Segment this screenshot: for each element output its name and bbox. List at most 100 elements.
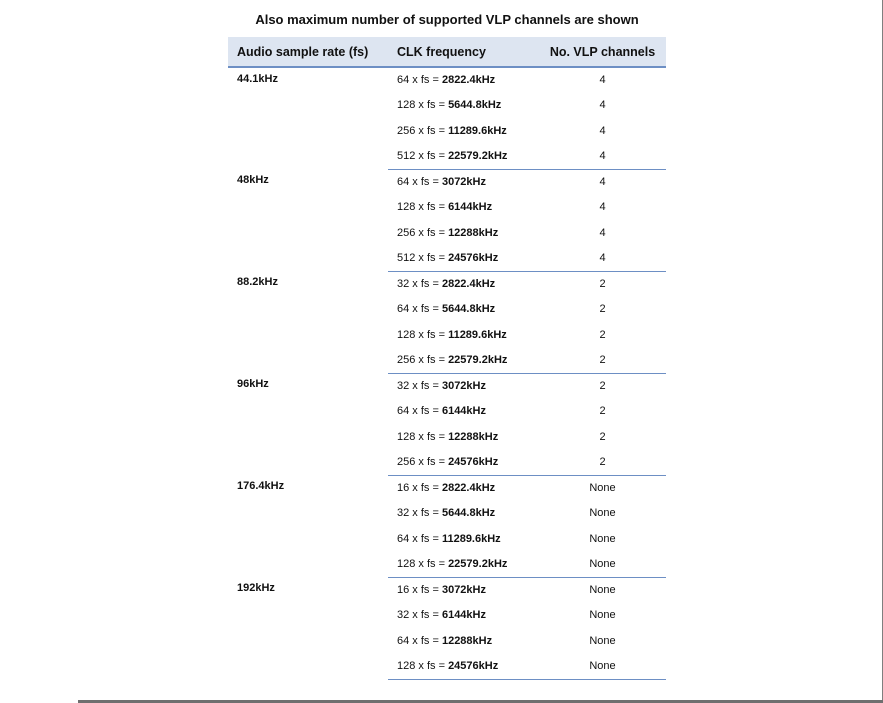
clk-frequency-value: 5644.8kHz	[448, 99, 502, 112]
vlp-channels-cell: 2	[599, 328, 606, 341]
clk-multiplier: 16 x fs =	[397, 584, 442, 596]
clk-frequency-cell: 128 x fs = 11289.6kHz	[388, 322, 539, 348]
clk-frequency-cell: 128 x fs = 6144kHz	[388, 195, 539, 221]
clk-frequency-cell: 64 x fs = 6144kHz	[388, 399, 539, 425]
clk-frequency-cell: 16 x fs = 2822.4kHz	[388, 475, 539, 501]
clk-frequency-value: 12288kHz	[448, 226, 499, 239]
clk-frequency-cell: 512 x fs = 24576kHz	[388, 245, 539, 272]
clk-frequency-cell: 512 x fs = 22579.2kHz	[388, 143, 539, 170]
clk-multiplier: 256 x fs =	[397, 226, 449, 239]
clk-frequency-cell: 64 x fs = 12288kHz	[388, 628, 539, 654]
table-row: 32 x fs = 6144kHz None	[228, 603, 666, 629]
table-row: 96kHz 32 x fs = 3072kHz 2	[228, 373, 666, 399]
clk-frequency-value: 24576kHz	[448, 252, 499, 264]
clk-multiplier: 64 x fs =	[397, 303, 442, 316]
clk-multiplier: 256 x fs =	[397, 354, 449, 366]
clk-multiplier: 256 x fs =	[397, 456, 449, 468]
vlp-channels-cell: None	[589, 532, 616, 545]
clk-frequency-cell: 256 x fs = 24576kHz	[388, 449, 539, 476]
table-header-row: Audio sample rate (fs) CLK frequency No.…	[228, 37, 666, 68]
clk-multiplier: 64 x fs =	[397, 74, 442, 87]
clk-frequency-cell: 64 x fs = 3072kHz	[388, 169, 539, 195]
clk-multiplier: 512 x fs =	[397, 252, 449, 264]
clk-frequency-cell: 32 x fs = 6144kHz	[388, 603, 539, 629]
table-row: 256 x fs = 12288kHz 4	[228, 220, 666, 246]
clk-frequency-cell: 128 x fs = 5644.8kHz	[388, 93, 539, 119]
vlp-channels-cell: None	[539, 551, 666, 578]
table-row: 176.4kHz 16 x fs = 2822.4kHz None	[228, 475, 666, 501]
clk-frequency-cell: 256 x fs = 22579.2kHz	[388, 347, 539, 374]
header-clk-frequency: CLK frequency	[388, 37, 539, 68]
vlp-channels-cell: 4	[599, 99, 606, 112]
vlp-channels-cell: None	[589, 584, 616, 596]
clk-frequency-cell: 64 x fs = 11289.6kHz	[388, 526, 539, 552]
vlp-channels-cell: None	[589, 507, 616, 520]
table-row: 128 x fs = 12288kHz 2	[228, 424, 666, 450]
sample-rate-cell: 96kHz	[237, 378, 269, 390]
clk-multiplier: 16 x fs =	[397, 482, 442, 494]
page-edge-bottom	[78, 700, 883, 703]
vlp-channels-cell: None	[589, 634, 616, 647]
table-row: 128 x fs = 24576kHz None	[228, 653, 666, 680]
vlp-channels-cell: 2	[599, 278, 606, 290]
vlp-channels-cell: 2	[599, 303, 606, 316]
table-row: 192kHz 16 x fs = 3072kHz None	[228, 577, 666, 603]
clk-frequency-value: 5644.8kHz	[441, 507, 496, 520]
clk-multiplier: 64 x fs =	[397, 634, 442, 647]
clk-multiplier: 64 x fs =	[397, 532, 442, 545]
clk-frequency-cell: 128 x fs = 12288kHz	[388, 424, 539, 450]
clk-multiplier: 128 x fs =	[397, 558, 449, 570]
table-row: 64 x fs = 5644.8kHz 2	[228, 297, 666, 323]
vlp-channels-cell: 2	[599, 380, 606, 392]
clk-frequency-cell: 256 x fs = 11289.6kHz	[388, 118, 539, 144]
clk-multiplier: 512 x fs =	[397, 150, 449, 162]
clk-frequency-value: 3072kHz	[441, 584, 486, 596]
clk-frequency-cell: 128 x fs = 22579.2kHz	[388, 551, 539, 578]
clk-frequency-value: 3072kHz	[441, 380, 486, 392]
clk-frequency-value: 22579.2kHz	[448, 558, 508, 570]
clk-frequency-value: 6144kHz	[448, 201, 493, 214]
clk-frequency-cell: 128 x fs = 24576kHz	[388, 653, 539, 680]
clk-frequency-value: 3072kHz	[441, 176, 486, 188]
sample-rate-cell: 88.2kHz	[237, 276, 278, 288]
clk-frequency-value: 2822.4kHz	[441, 278, 496, 290]
table-row: 256 x fs = 24576kHz 2	[228, 449, 666, 476]
clk-frequency-value: 6144kHz	[441, 405, 486, 418]
sample-rate-cell: 192kHz	[237, 582, 275, 594]
vlp-channels-cell: 2	[539, 347, 666, 374]
clk-frequency-value: 12288kHz	[441, 634, 493, 647]
sample-rate-cell: 48kHz	[237, 174, 269, 186]
vlp-channels-cell: None	[539, 653, 666, 680]
clk-frequency-value: 22579.2kHz	[448, 354, 508, 366]
table-row: 88.2kHz 32 x fs = 2822.4kHz 2	[228, 271, 666, 297]
clk-frequency-value: 2822.4kHz	[441, 74, 496, 87]
vlp-channels-cell: 2	[539, 449, 666, 476]
table-row: 32 x fs = 5644.8kHz None	[228, 501, 666, 527]
clk-frequency-value: 22579.2kHz	[448, 150, 508, 162]
clk-multiplier: 128 x fs =	[397, 328, 449, 341]
clk-multiplier: 64 x fs =	[397, 176, 442, 188]
vlp-channels-table: Audio sample rate (fs) CLK frequency No.…	[228, 37, 666, 680]
clk-multiplier: 32 x fs =	[397, 507, 442, 520]
header-vlp-channels: No. VLP channels	[539, 37, 666, 68]
clk-frequency-value: 2822.4kHz	[441, 482, 496, 494]
clk-frequency-value: 6144kHz	[441, 609, 486, 622]
table-row: 64 x fs = 6144kHz 2	[228, 399, 666, 425]
table-body: 44.1kHz 64 x fs = 2822.4kHz 4 128 x fs = 56…	[228, 67, 666, 680]
vlp-channels-cell: 4	[539, 143, 666, 170]
clk-frequency-cell: 32 x fs = 5644.8kHz	[388, 501, 539, 527]
clk-multiplier: 128 x fs =	[397, 201, 449, 214]
vlp-channels-cell: 4	[599, 74, 606, 87]
clk-multiplier: 32 x fs =	[397, 609, 442, 622]
clk-frequency-value: 11289.6kHz	[448, 328, 507, 341]
vlp-channels-cell: 4	[599, 201, 606, 214]
clk-multiplier: 128 x fs =	[397, 660, 449, 672]
table-row: 128 x fs = 11289.6kHz 2	[228, 322, 666, 348]
table-row: 256 x fs = 11289.6kHz 4	[228, 118, 666, 144]
table-row: 48kHz 64 x fs = 3072kHz 4	[228, 169, 666, 195]
clk-frequency-cell: 16 x fs = 3072kHz	[388, 577, 539, 603]
table-row: 256 x fs = 22579.2kHz 2	[228, 347, 666, 374]
vlp-channels-cell: 4	[599, 176, 606, 188]
clk-frequency-cell: 32 x fs = 3072kHz	[388, 373, 539, 399]
clk-frequency-cell: 256 x fs = 12288kHz	[388, 220, 539, 246]
